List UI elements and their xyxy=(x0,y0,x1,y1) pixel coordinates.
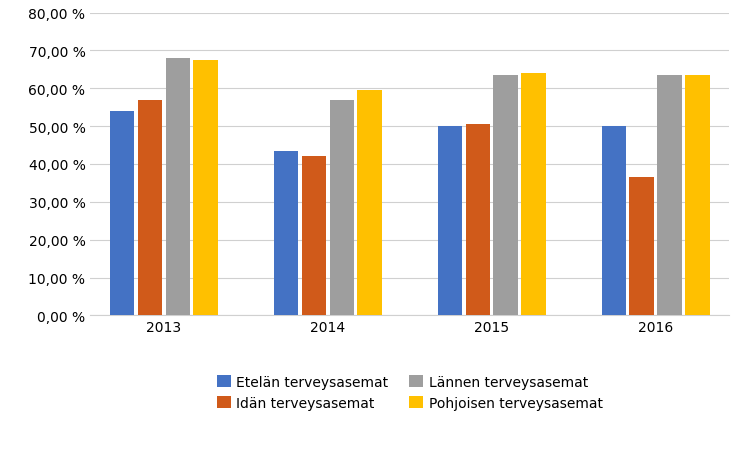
Bar xyxy=(274,152,299,316)
Bar xyxy=(602,127,626,316)
Bar xyxy=(302,157,326,316)
Bar xyxy=(193,61,218,316)
Bar xyxy=(110,112,135,316)
Bar xyxy=(493,76,518,316)
Bar xyxy=(629,178,654,316)
Bar xyxy=(438,127,462,316)
Bar xyxy=(521,74,546,316)
Bar xyxy=(685,76,710,316)
Bar xyxy=(329,101,354,316)
Bar xyxy=(465,125,490,316)
Bar xyxy=(357,91,382,316)
Bar xyxy=(165,59,190,316)
Bar xyxy=(138,101,162,316)
Legend: Etelän terveysasemat, Idän terveysasemat, Lännen terveysasemat, Pohjoisen tervey: Etelän terveysasemat, Idän terveysasemat… xyxy=(210,368,610,417)
Bar xyxy=(657,76,682,316)
